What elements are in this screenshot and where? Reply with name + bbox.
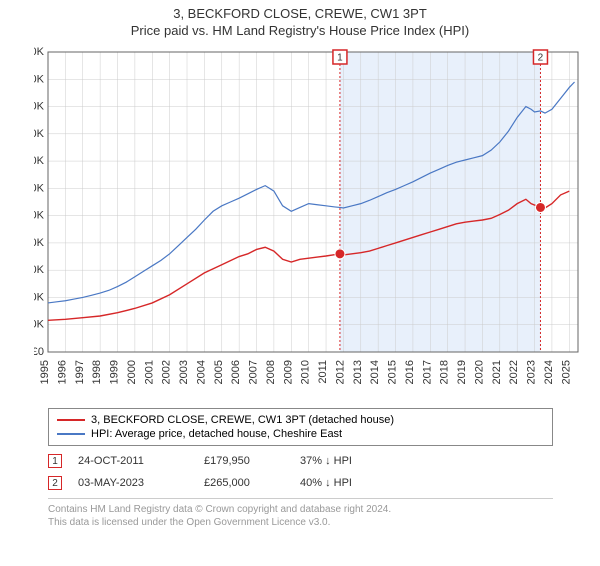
svg-text:2022: 2022: [508, 360, 520, 384]
svg-text:2024: 2024: [543, 360, 555, 384]
svg-text:2001: 2001: [143, 360, 155, 384]
footer-attribution: Contains HM Land Registry data © Crown c…: [48, 498, 553, 529]
chart-container: 3, BECKFORD CLOSE, CREWE, CW1 3PT Price …: [0, 6, 600, 566]
legend-label: HPI: Average price, detached house, Ches…: [91, 428, 342, 440]
svg-text:2018: 2018: [439, 360, 451, 384]
footer-line-2: This data is licensed under the Open Gov…: [48, 516, 553, 529]
svg-text:2011: 2011: [317, 360, 329, 384]
svg-text:£250K: £250K: [34, 210, 45, 222]
svg-text:£500K: £500K: [34, 73, 45, 85]
transaction-price: £179,950: [204, 455, 284, 467]
svg-text:1999: 1999: [109, 360, 121, 384]
svg-text:1995: 1995: [39, 360, 51, 384]
svg-text:2005: 2005: [213, 360, 225, 384]
svg-text:£550K: £550K: [34, 46, 45, 58]
svg-text:£50K: £50K: [34, 319, 45, 331]
svg-text:2020: 2020: [473, 360, 485, 384]
svg-text:2000: 2000: [126, 360, 138, 384]
chart-subtitle: Price paid vs. HM Land Registry's House …: [0, 23, 600, 38]
legend: 3, BECKFORD CLOSE, CREWE, CW1 3PT (detac…: [48, 408, 553, 446]
svg-text:2023: 2023: [526, 360, 538, 384]
svg-text:2003: 2003: [178, 360, 190, 384]
svg-text:2004: 2004: [195, 360, 207, 384]
legend-swatch: [57, 419, 85, 421]
svg-text:2002: 2002: [161, 360, 173, 384]
svg-text:2019: 2019: [456, 360, 468, 384]
svg-text:£300K: £300K: [34, 182, 45, 194]
svg-text:£400K: £400K: [34, 128, 45, 140]
transaction-row: 2 03-MAY-2023 £265,000 40% ↓ HPI: [48, 472, 553, 494]
legend-label: 3, BECKFORD CLOSE, CREWE, CW1 3PT (detac…: [91, 414, 394, 426]
svg-text:2015: 2015: [387, 360, 399, 384]
svg-text:2021: 2021: [491, 360, 503, 384]
svg-text:£100K: £100K: [34, 291, 45, 303]
svg-text:1997: 1997: [74, 360, 86, 384]
transaction-date: 03-MAY-2023: [78, 477, 188, 489]
svg-text:2010: 2010: [300, 360, 312, 384]
svg-text:2016: 2016: [404, 360, 416, 384]
svg-text:£450K: £450K: [34, 101, 45, 113]
chart-plot-area: £0 £50K £100K £150K £200K £250K £300K £350K £400…: [34, 42, 594, 402]
svg-text:1: 1: [337, 53, 343, 64]
svg-text:2014: 2014: [369, 360, 381, 384]
transaction-price: £265,000: [204, 477, 284, 489]
svg-text:2025: 2025: [560, 360, 572, 384]
svg-text:1996: 1996: [56, 360, 68, 384]
transactions-table: 1 24-OCT-2011 £179,950 37% ↓ HPI 2 03-MAY-202…: [48, 450, 553, 494]
transaction-delta: 40% ↓ HPI: [300, 477, 400, 489]
transaction-date: 24-OCT-2011: [78, 455, 188, 467]
footer-line-1: Contains HM Land Registry data © Crown c…: [48, 503, 553, 516]
svg-text:£150K: £150K: [34, 264, 45, 276]
svg-text:2008: 2008: [265, 360, 277, 384]
svg-text:£350K: £350K: [34, 155, 45, 167]
svg-text:2007: 2007: [248, 360, 260, 384]
svg-text:2012: 2012: [334, 360, 346, 384]
svg-text:1998: 1998: [91, 360, 103, 384]
legend-swatch: [57, 433, 85, 435]
svg-text:£200K: £200K: [34, 237, 45, 249]
transaction-row: 1 24-OCT-2011 £179,950 37% ↓ HPI: [48, 450, 553, 472]
legend-item: 3, BECKFORD CLOSE, CREWE, CW1 3PT (detac…: [57, 413, 544, 427]
svg-text:2013: 2013: [352, 360, 364, 384]
legend-item: HPI: Average price, detached house, Ches…: [57, 427, 544, 441]
svg-text:2009: 2009: [282, 360, 294, 384]
line-chart-svg: £0 £50K £100K £150K £200K £250K £300K £350K £400…: [34, 42, 594, 402]
svg-text:2017: 2017: [421, 360, 433, 384]
transaction-marker: 2: [48, 476, 62, 490]
chart-title: 3, BECKFORD CLOSE, CREWE, CW1 3PT: [0, 6, 600, 21]
svg-text:2: 2: [538, 53, 544, 64]
svg-text:2006: 2006: [230, 360, 242, 384]
transaction-marker: 1: [48, 454, 62, 468]
svg-text:£0: £0: [34, 346, 44, 358]
transaction-delta: 37% ↓ HPI: [300, 455, 400, 467]
